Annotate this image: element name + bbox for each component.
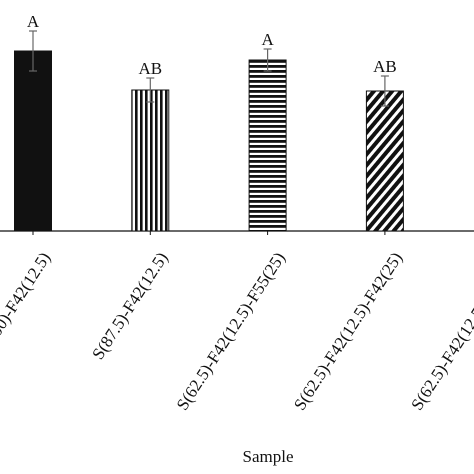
bar: [248, 59, 287, 232]
significance-label: AB: [373, 57, 397, 76]
x-tick-label: S(62.5)-F42(12.5)-F42(25): [290, 249, 406, 414]
x-tick-label: S(100)-F42(12.5): [0, 249, 54, 360]
bar: [365, 90, 404, 232]
bar: [14, 50, 52, 232]
significance-label: AB: [138, 59, 162, 78]
significance-label: A: [261, 30, 274, 49]
significance-label: A: [27, 12, 40, 31]
bar: [131, 89, 170, 232]
x-tick-label: S(87.5)-F42(12.5): [88, 249, 171, 363]
x-axis-label: Sample: [243, 447, 294, 466]
x-tick-label: S(62.5)-F42(12.5)-F55(25): [173, 249, 289, 414]
x-tick-label: S(62.5)-F42(12.5)-F28(25): [407, 249, 474, 414]
